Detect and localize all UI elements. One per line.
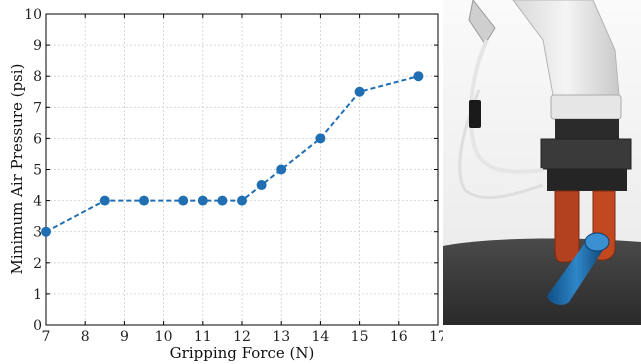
- data-point: [139, 195, 149, 206]
- x-tick-label: 17: [429, 329, 443, 345]
- y-axis-title: Minimum Air Pressure (psi): [8, 64, 26, 275]
- grid: [45, 13, 439, 326]
- x-tick-label: 8: [81, 329, 90, 345]
- x-tick-label: 13: [272, 329, 290, 345]
- x-tick-label: 15: [351, 329, 369, 345]
- y-tick-label: 5: [33, 163, 42, 179]
- data-point: [315, 133, 326, 144]
- data-point: [276, 164, 287, 175]
- x-tick-label: 9: [120, 329, 129, 345]
- y-tick-label: 4: [33, 194, 42, 210]
- data-point: [413, 71, 424, 82]
- data-point: [99, 195, 110, 206]
- data-point: [178, 195, 189, 206]
- x-tick-label: 10: [155, 329, 173, 345]
- x-tick-label: 16: [390, 329, 408, 345]
- y-tick-label: 3: [33, 225, 42, 241]
- x-tick-label: 14: [311, 329, 329, 345]
- y-tick-label: 2: [33, 256, 42, 272]
- x-axis-title: Gripping Force (N): [170, 344, 315, 362]
- y-tick-label: 10: [24, 7, 42, 23]
- data-series: [41, 71, 424, 237]
- y-tick-label: 9: [33, 38, 42, 54]
- data-point: [197, 195, 208, 206]
- gripper-photo: [443, 0, 641, 325]
- y-tick-label: 7: [33, 100, 42, 116]
- data-point: [217, 195, 228, 206]
- data-point: [41, 226, 51, 237]
- y-tick-label: 0: [33, 318, 42, 334]
- x-tick-label: 11: [194, 329, 212, 345]
- y-tick-label: 6: [33, 131, 42, 147]
- y-tick-label: 1: [33, 287, 42, 303]
- y-tick-label: 8: [33, 69, 42, 85]
- data-point: [237, 195, 247, 206]
- x-tick-label: 12: [233, 329, 251, 345]
- data-point: [354, 86, 365, 97]
- series-line: [45, 75, 419, 233]
- x-tick-label: 7: [42, 329, 51, 345]
- data-point: [256, 180, 267, 191]
